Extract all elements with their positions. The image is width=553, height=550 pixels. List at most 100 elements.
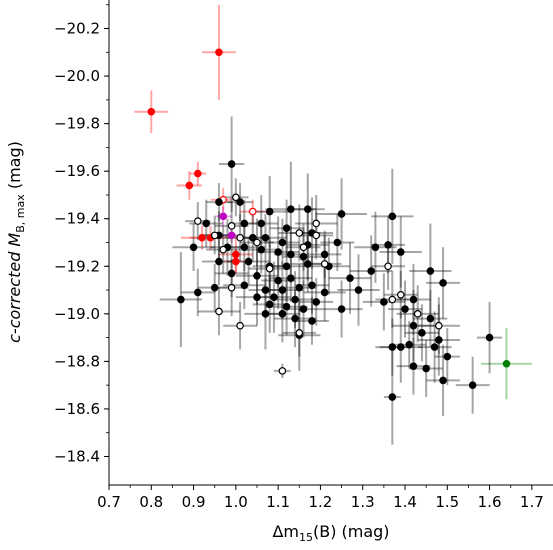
filled-point-black: [337, 210, 346, 218]
y-tick-label: −20.0: [54, 67, 100, 85]
y-tick-label: −19.4: [54, 210, 100, 228]
filled-point-black: [308, 317, 316, 325]
filled-point-red: [185, 181, 194, 190]
filled-point-red: [194, 169, 202, 178]
filled-point-black: [312, 298, 321, 306]
filled-point-black: [435, 336, 443, 344]
filled-point-black: [287, 274, 295, 282]
filled-point-black: [227, 160, 236, 168]
x-axis-label-subscript: 15: [299, 531, 313, 544]
y-axis-label-subscript: B, max: [14, 194, 27, 233]
y-tick-label: −18.6: [54, 400, 100, 418]
filled-point-red: [232, 257, 240, 266]
y-tick-label: −19.8: [54, 115, 100, 133]
open-point-black: [278, 367, 287, 375]
open-point-black: [388, 295, 397, 304]
filled-point-black: [303, 205, 312, 214]
points-layer: [147, 48, 511, 401]
filled-point-black: [388, 393, 397, 401]
open-point-black: [299, 243, 308, 252]
filled-point-black: [265, 300, 274, 309]
filled-point-black: [261, 233, 270, 242]
filled-point-black: [257, 245, 266, 254]
x-axis-label-rest: (B) (mag): [313, 522, 390, 541]
y-tick-label: −19.0: [54, 305, 100, 323]
filled-point-black: [396, 343, 405, 351]
open-point-black: [194, 217, 202, 225]
filled-point-black: [287, 250, 295, 259]
open-point-black: [219, 245, 227, 254]
filled-point-black: [261, 310, 270, 318]
open-point-black: [236, 321, 244, 330]
filled-point-red: [198, 233, 206, 242]
filled-point-black: [278, 286, 287, 294]
y-tick-label: −18.4: [54, 447, 100, 465]
filled-point-black: [367, 267, 375, 275]
filled-point-black: [320, 288, 329, 297]
filled-point-black: [388, 343, 397, 351]
open-point-black: [312, 231, 321, 240]
filled-point-black: [346, 274, 354, 282]
filled-point-black: [439, 376, 447, 385]
filled-point-black: [270, 293, 278, 301]
filled-point-black: [215, 198, 223, 206]
filled-point-red: [147, 107, 156, 116]
x-tick-label: 1.6: [478, 493, 502, 511]
filled-point-black: [371, 243, 380, 252]
filled-point-black: [422, 364, 430, 373]
filled-point-black: [253, 271, 261, 280]
x-tick-label: 1.2: [308, 493, 332, 511]
open-point-black: [215, 307, 223, 316]
filled-point-black: [274, 248, 282, 256]
filled-point-black: [337, 305, 346, 313]
filled-point-black: [299, 305, 308, 313]
filled-point-black: [443, 352, 452, 361]
open-point-black: [232, 193, 240, 202]
filled-point-black: [189, 243, 198, 252]
filled-point-black: [299, 252, 308, 261]
open-point-black: [312, 219, 321, 228]
filled-point-black: [430, 343, 439, 351]
x-tick-label: 1.5: [435, 493, 459, 511]
filled-point-black: [295, 283, 304, 292]
filled-point-black: [282, 262, 291, 271]
filled-point-black: [248, 233, 257, 242]
filled-point-black: [210, 283, 219, 292]
y-axis-label-rest: (mag): [5, 141, 24, 194]
y-tick-label: −19.6: [54, 162, 100, 180]
y-axis-label: c-corrected MB, max (mag): [5, 141, 27, 343]
filled-point-red: [215, 48, 223, 57]
x-tick-label: 1.4: [393, 493, 417, 511]
filled-point-black: [426, 267, 435, 275]
open-point-black: [295, 329, 304, 337]
filled-point-black: [278, 238, 287, 247]
filled-point-red: [232, 250, 240, 259]
filled-point-black: [405, 340, 414, 349]
filled-point-black: [261, 286, 270, 294]
x-axis-label: Δm15(B) (mag): [272, 522, 389, 544]
x-tick-label: 1.3: [351, 493, 375, 511]
filled-point-black: [291, 314, 299, 323]
filled-point-magenta: [227, 231, 236, 240]
filled-point-black: [354, 286, 363, 294]
y-tick-label: −20.2: [54, 20, 100, 38]
filled-point-black: [240, 243, 249, 252]
error-bars-layer: [134, 4, 532, 445]
filled-point-black: [388, 212, 397, 221]
filled-point-black: [287, 205, 295, 214]
filled-point-black: [401, 305, 409, 313]
filled-point-black: [396, 248, 405, 256]
filled-point-black: [244, 257, 253, 266]
open-point-black: [435, 321, 443, 330]
x-tick-label: 0.9: [182, 493, 206, 511]
open-point-black: [210, 231, 219, 240]
filled-point-black: [418, 329, 426, 337]
filled-point-black: [409, 321, 418, 330]
open-point-black: [227, 283, 236, 292]
filled-point-black: [274, 276, 282, 285]
filled-point-black: [202, 219, 211, 228]
y-tick-label: −19.2: [54, 257, 100, 275]
filled-point-black: [253, 293, 261, 301]
filled-point-black: [426, 314, 435, 323]
filled-point-black: [257, 219, 266, 228]
